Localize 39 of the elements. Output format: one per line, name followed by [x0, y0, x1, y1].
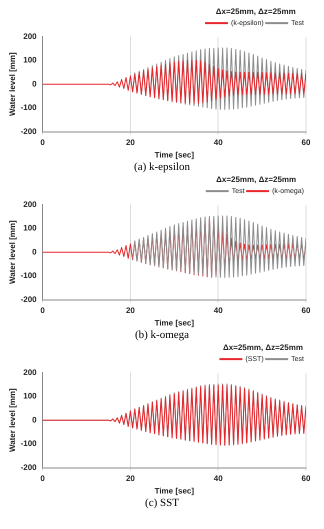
text: (a) k-epsilon: [133, 160, 191, 174]
y-tick-label: -200: [20, 295, 38, 304]
y-tick-label: -100: [20, 439, 38, 448]
legend-title: Δx=25mm, Δz=25mm: [216, 175, 296, 184]
x-axis-title: Time [sec]: [154, 486, 194, 496]
x-tick-label: 60: [302, 306, 311, 315]
x-axis-title: Time [sec]: [154, 318, 194, 328]
y-axis-title: Water level [mm]: [8, 52, 18, 116]
y-tick-label: -200: [20, 127, 38, 136]
x-tick-label: 0: [40, 138, 46, 147]
y-tick-label: 0: [32, 247, 38, 256]
y-tick-label: 200: [23, 200, 38, 209]
y-tick-label: -200: [20, 463, 38, 472]
x-tick-label: 40: [214, 306, 224, 315]
x-tick-label: 40: [214, 474, 224, 483]
text: (b) k-omega: [134, 328, 190, 342]
y-tick-label: -100: [20, 271, 38, 280]
y-tick-label: 200: [23, 368, 38, 377]
x-tick-label: 0: [40, 306, 46, 315]
legend-title: Δx=25mm, Δz=25mm: [216, 7, 296, 16]
x-tick-label: 60: [302, 138, 311, 147]
y-tick-label: 100: [23, 224, 38, 233]
x-axis-title: Time [sec]: [154, 150, 194, 160]
x-tick-label: 20: [126, 138, 136, 147]
y-tick-label: 200: [23, 32, 38, 41]
y-tick-label: 0: [32, 415, 38, 424]
y-axis-title: Water level [mm]: [8, 388, 18, 452]
x-tick-label: 0: [40, 474, 46, 483]
y-tick-label: -100: [20, 103, 38, 112]
x-tick-label: 20: [126, 306, 136, 315]
y-tick-label: 100: [23, 392, 38, 401]
x-tick-label: 60: [302, 474, 311, 483]
y-tick-label: 0: [32, 79, 38, 88]
x-tick-label: 40: [214, 138, 224, 147]
y-tick-label: 100: [23, 56, 38, 65]
text: (c) SST: [144, 496, 180, 510]
x-tick-label: 20: [126, 474, 136, 483]
legend-title: Δx=25mm, Δz=25mm: [222, 343, 303, 352]
y-axis-title: Water level [mm]: [8, 220, 18, 284]
